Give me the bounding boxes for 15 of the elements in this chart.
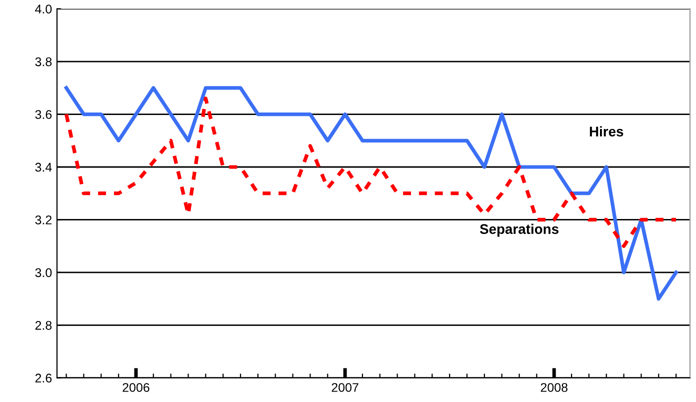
y-tick-label: 2.8 — [35, 320, 52, 330]
text: Hires — [590, 126, 624, 136]
series-label: Separations — [480, 224, 558, 237]
y-tick-label: 4.0 — [35, 4, 52, 14]
line-series — [64, 96, 678, 248]
x-tick-label: 2006 — [122, 383, 150, 392]
y-tick-label: 2.6 — [35, 374, 52, 383]
y-tick-label: 3.6 — [35, 110, 52, 119]
x-tick-label: 2007 — [332, 383, 358, 392]
y-tick-label: 3.4 — [35, 162, 52, 172]
y-tick-label: 3.0 — [35, 268, 52, 278]
y-tick-label: 3.8 — [35, 57, 52, 66]
x-tick-label: 2008 — [540, 383, 568, 392]
line-series — [64, 86, 678, 301]
y-tick-label: 3.2 — [35, 216, 52, 224]
